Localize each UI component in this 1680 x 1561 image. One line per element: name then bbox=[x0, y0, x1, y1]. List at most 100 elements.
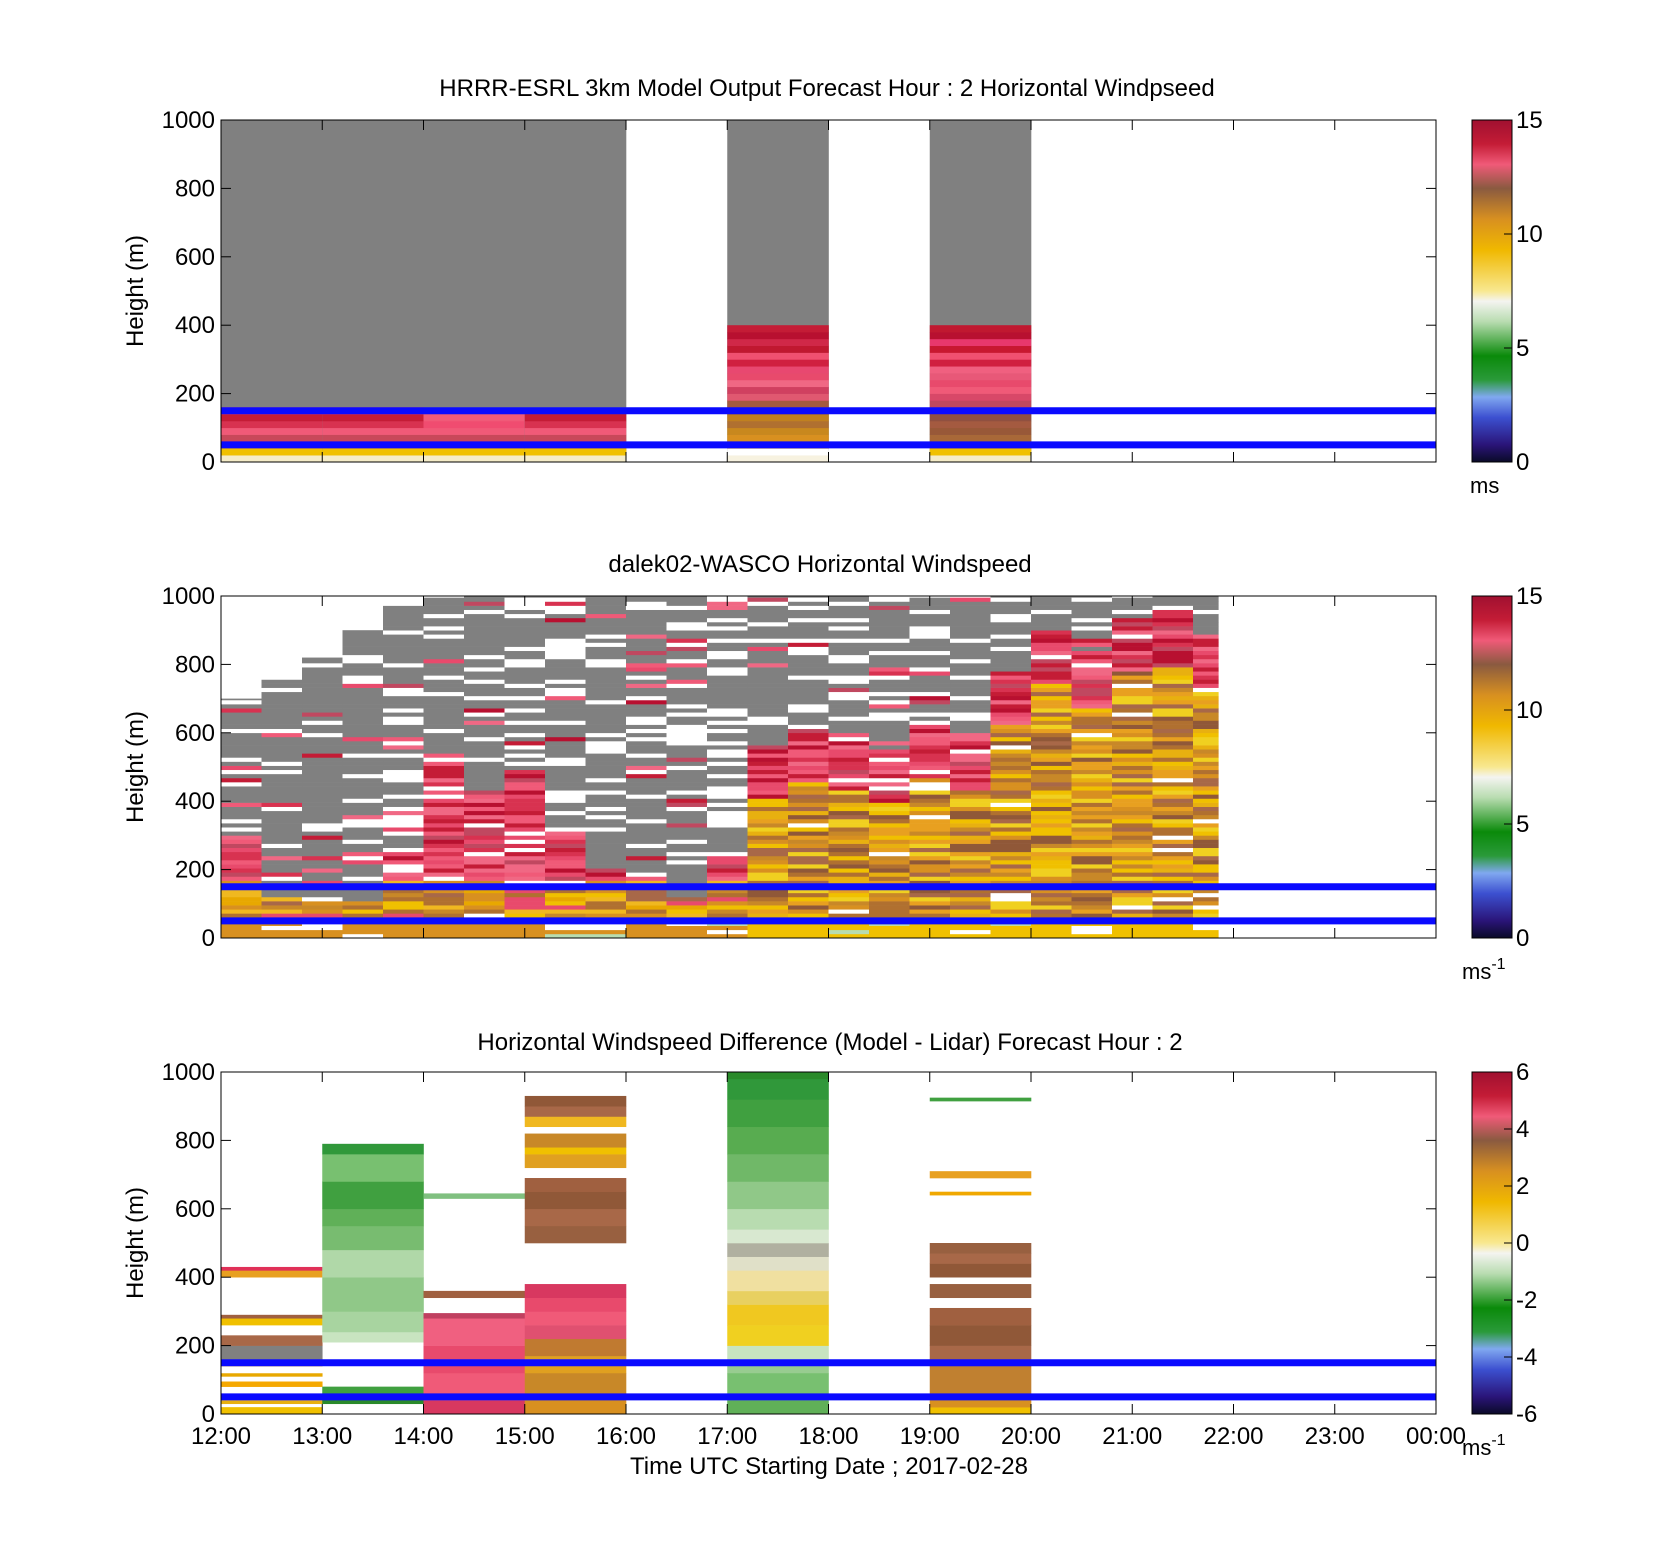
heatmap-cell bbox=[626, 679, 667, 684]
heatmap-cell bbox=[261, 704, 303, 709]
heatmap-cell bbox=[585, 667, 627, 672]
heatmap-cell bbox=[707, 720, 748, 725]
heatmap-cell bbox=[626, 818, 667, 824]
heatmap-cell bbox=[1152, 695, 1194, 701]
heatmap-cell bbox=[261, 745, 303, 750]
heatmap-cell bbox=[990, 872, 1032, 877]
heatmap-cell bbox=[666, 888, 708, 894]
heatmap-cell bbox=[383, 794, 424, 799]
heatmap-cell bbox=[869, 724, 910, 729]
heatmap-cell bbox=[302, 790, 343, 795]
heatmap-cell bbox=[1112, 769, 1153, 775]
heatmap-cell bbox=[342, 868, 384, 873]
heatmap-cell bbox=[869, 704, 910, 709]
heatmap-cell bbox=[1031, 892, 1072, 898]
heatmap-cell bbox=[504, 868, 546, 873]
heatmap-cell bbox=[464, 708, 505, 713]
heatmap-cell bbox=[1031, 933, 1072, 939]
heatmap-cell bbox=[1152, 802, 1194, 807]
heatmap-cell bbox=[1071, 654, 1113, 660]
colorbar-tick-label: 15 bbox=[1516, 107, 1543, 134]
heatmap-cell bbox=[990, 708, 1032, 713]
heatmap-cell bbox=[1112, 634, 1153, 639]
heatmap-cell bbox=[261, 851, 303, 857]
heatmap-cell bbox=[1071, 675, 1113, 680]
heatmap-cell bbox=[909, 753, 951, 758]
heatmap-cell bbox=[1031, 806, 1072, 812]
panel-lidar-ylabel: Height (m) bbox=[122, 711, 149, 823]
heatmap-cell bbox=[626, 671, 667, 676]
heatmap-cell bbox=[342, 749, 384, 754]
heatmap-cell bbox=[261, 695, 303, 701]
heatmap-cell bbox=[707, 913, 748, 918]
heatmap-cell bbox=[666, 695, 708, 701]
heatmap-cell bbox=[727, 1345, 829, 1360]
heatmap-cell bbox=[1031, 880, 1072, 885]
heatmap-cell bbox=[221, 798, 262, 803]
heatmap-cell bbox=[423, 712, 465, 717]
heatmap-cell bbox=[747, 675, 789, 680]
heatmap-cell bbox=[909, 724, 951, 729]
heatmap-cell bbox=[747, 761, 789, 766]
heatmap-cell bbox=[707, 786, 748, 791]
heatmap-cell bbox=[464, 855, 505, 861]
heatmap-cell bbox=[869, 720, 910, 725]
heatmap-cell bbox=[788, 794, 829, 799]
heatmap-cell bbox=[1031, 596, 1072, 598]
heatmap-cell bbox=[990, 626, 1032, 631]
heatmap-cell bbox=[990, 896, 1032, 902]
heatmap-cell bbox=[464, 597, 505, 602]
heatmap-cell bbox=[261, 880, 303, 885]
heatmap-cell bbox=[504, 679, 546, 684]
heatmap-cell bbox=[666, 843, 708, 849]
heatmap-cell bbox=[423, 716, 465, 721]
heatmap-cell bbox=[464, 728, 505, 734]
heatmap-cell bbox=[626, 716, 667, 721]
heatmap-cell bbox=[1152, 605, 1194, 610]
heatmap-cell bbox=[909, 769, 951, 775]
heatmap-cell bbox=[666, 810, 708, 816]
heatmap-cell bbox=[221, 933, 262, 939]
heatmap-cell bbox=[869, 773, 910, 779]
heatmap-cell bbox=[261, 753, 303, 758]
heatmap-cell bbox=[545, 736, 586, 742]
heatmap-cell bbox=[1031, 712, 1072, 717]
heatmap-cell bbox=[990, 868, 1032, 873]
heatmap-cell bbox=[909, 699, 951, 705]
heatmap-cell bbox=[1071, 909, 1113, 914]
heatmap-cell bbox=[990, 724, 1032, 729]
heatmap-cell bbox=[626, 777, 667, 783]
heatmap-cell bbox=[747, 671, 789, 676]
heatmap-cell bbox=[1031, 695, 1072, 701]
heatmap-cell bbox=[707, 708, 748, 713]
heatmap-cell bbox=[504, 761, 546, 766]
heatmap-cell bbox=[1071, 683, 1113, 688]
heatmap-cell bbox=[788, 663, 829, 668]
heatmap-cell bbox=[585, 872, 627, 877]
heatmap-cell bbox=[423, 420, 526, 429]
heatmap-cell bbox=[1071, 679, 1113, 684]
heatmap-cell bbox=[707, 872, 748, 877]
heatmap-cell bbox=[504, 732, 546, 738]
heatmap-cell bbox=[342, 704, 384, 709]
heatmap-cell bbox=[950, 823, 991, 828]
heatmap-cell bbox=[909, 761, 951, 766]
heatmap-cell bbox=[423, 687, 465, 693]
heatmap-cell bbox=[261, 835, 303, 840]
heatmap-cell bbox=[1193, 876, 1219, 881]
heatmap-cell bbox=[302, 691, 343, 697]
heatmap-cell bbox=[302, 683, 343, 688]
heatmap-cell bbox=[828, 802, 870, 807]
heatmap-cell bbox=[342, 925, 384, 931]
heatmap-cell bbox=[990, 860, 1032, 865]
heatmap-cell bbox=[302, 720, 343, 725]
heatmap-cell bbox=[545, 626, 586, 631]
heatmap-cell bbox=[909, 818, 951, 824]
heatmap-cell bbox=[585, 708, 627, 713]
colorbar-tick-label: 2 bbox=[1516, 1173, 1529, 1200]
colorbar-tick-label: 15 bbox=[1516, 583, 1543, 610]
heatmap-cell bbox=[828, 617, 870, 623]
heatmap-cell bbox=[666, 663, 708, 668]
heatmap-cell bbox=[869, 675, 910, 680]
heatmap-cell bbox=[747, 691, 789, 697]
